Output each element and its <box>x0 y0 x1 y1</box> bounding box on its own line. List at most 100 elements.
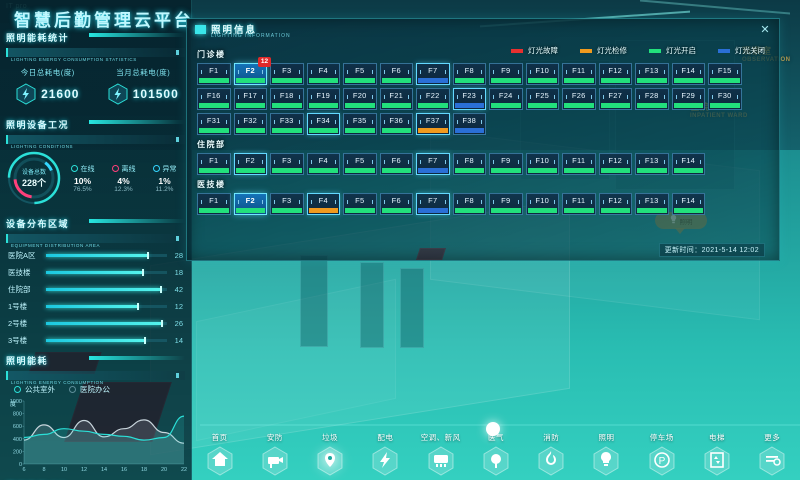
floor-cell[interactable]: F9 <box>489 63 523 85</box>
svg-text:12: 12 <box>81 467 87 473</box>
floor-cell[interactable]: F3 <box>270 193 304 215</box>
cell-tick-left <box>201 70 202 74</box>
floor-cell[interactable]: F6 <box>379 153 413 175</box>
floor-cell[interactable]: F11 <box>562 153 596 175</box>
floor-cell[interactable]: F12 <box>598 193 632 215</box>
floor-cell[interactable]: F26 <box>562 88 596 110</box>
floor-cell[interactable]: F7 <box>416 153 450 175</box>
floor-cell[interactable]: F8 <box>452 153 486 175</box>
nav-item-elevator[interactable]: 电梯 <box>693 432 741 476</box>
floor-cell[interactable]: F32 <box>233 113 267 135</box>
nav-item-camera[interactable]: 安防 <box>251 432 299 476</box>
scene-building-block <box>400 268 424 348</box>
dialog-header: 照明信息 LIGHTING INFORMATION ✕ <box>187 19 779 45</box>
nav-item-parking[interactable]: 停车场 P <box>638 432 686 476</box>
floor-cell[interactable]: F31 <box>197 113 231 135</box>
floor-cell[interactable]: F5 <box>343 193 377 215</box>
floor-cell[interactable]: F22 <box>416 88 450 110</box>
floor-status-bar <box>308 128 338 133</box>
nav-item-more[interactable]: 更多 <box>748 432 796 476</box>
nav-label: 更多 <box>764 433 781 442</box>
floor-cell[interactable]: F8 <box>452 193 486 215</box>
floor-cell[interactable]: F27 <box>598 88 632 110</box>
close-icon[interactable]: ✕ <box>760 24 770 36</box>
floor-cell[interactable]: F14 <box>671 193 705 215</box>
floor-cell[interactable]: F36 <box>379 113 413 135</box>
floor-cell[interactable]: F1 <box>197 63 231 85</box>
floor-cell[interactable]: F29 <box>671 88 705 110</box>
floor-cell[interactable]: F2 <box>233 153 267 175</box>
floor-cell[interactable]: F2 <box>233 193 267 215</box>
floor-cell[interactable]: F23 <box>452 88 486 110</box>
floor-cell[interactable]: F6 <box>379 193 413 215</box>
floor-cell[interactable]: F20 <box>343 88 377 110</box>
floor-cell[interactable]: F3 <box>270 153 304 175</box>
nav-item-bolt[interactable]: 配电 <box>361 432 409 476</box>
floor-cell[interactable]: F13 <box>635 193 669 215</box>
floor-label: F10 <box>535 156 550 165</box>
cell-tick-right <box>262 120 263 124</box>
floor-cell[interactable]: F17 <box>233 88 267 110</box>
floor-cell[interactable]: F11 <box>562 63 596 85</box>
floor-cell[interactable]: F4 <box>306 193 340 215</box>
floor-cell[interactable]: 12 F2 <box>233 57 271 85</box>
floor-label: F10 <box>535 66 550 75</box>
floor-cell[interactable]: F12 <box>598 153 632 175</box>
floor-cell[interactable]: F11 <box>562 193 596 215</box>
floor-cell[interactable]: F7 <box>416 193 450 215</box>
floor-cell[interactable]: F33 <box>270 113 304 135</box>
floor-cell[interactable]: F28 <box>635 88 669 110</box>
floor-cell[interactable]: F16 <box>197 88 231 110</box>
svg-text:10: 10 <box>61 467 67 473</box>
cell-tick-right <box>517 160 519 164</box>
floor-cell[interactable]: F5 <box>343 153 377 175</box>
floor-cell[interactable]: F14 <box>671 153 705 175</box>
floor-cell[interactable]: F21 <box>379 88 413 110</box>
floor-cell[interactable]: F13 <box>635 63 669 85</box>
floor-cell[interactable]: F10 <box>525 153 559 175</box>
radio-outdoor-public[interactable]: 公共室外 <box>14 384 55 395</box>
floor-cell[interactable]: F3 <box>270 63 304 85</box>
nav-item-home[interactable]: 首页 <box>196 432 244 476</box>
nav-item-fire[interactable]: 消防 <box>527 432 575 476</box>
floor-cell[interactable]: F7 <box>416 63 450 85</box>
floor-cell[interactable]: F5 <box>343 63 377 85</box>
cell-tick-right <box>590 95 592 99</box>
floor-cell[interactable]: F38 <box>452 113 486 135</box>
floor-cell[interactable]: F35 <box>343 113 377 135</box>
nav-item-gas[interactable]: 医气 <box>472 432 520 476</box>
floor-cell[interactable]: F8 <box>452 63 486 85</box>
floor-cell[interactable]: F4 <box>306 63 340 85</box>
radio-hospital-office[interactable]: 医院办公 <box>69 384 110 395</box>
floor-label: F7 <box>428 196 438 205</box>
floor-cell[interactable]: F9 <box>489 153 523 175</box>
floor-cell[interactable]: F37 <box>416 113 450 135</box>
floor-cell[interactable]: F25 <box>525 88 559 110</box>
floor-label: F11 <box>572 66 586 75</box>
floor-cell[interactable]: F34 <box>306 113 340 135</box>
floor-cell[interactable]: F30 <box>708 88 742 110</box>
floor-cell[interactable]: F24 <box>489 88 523 110</box>
floor-cell[interactable]: F6 <box>379 63 413 85</box>
floor-cell[interactable]: F14 <box>671 63 705 85</box>
nav-item-trash[interactable]: 垃圾 <box>306 432 354 476</box>
svg-text:200: 200 <box>13 449 22 455</box>
floor-status-bar <box>454 103 484 108</box>
floor-cell[interactable]: F10 <box>525 193 559 215</box>
floor-cell[interactable]: F9 <box>489 193 523 215</box>
floor-cell[interactable]: F4 <box>306 153 340 175</box>
nav-label: 配电 <box>377 433 394 442</box>
floor-label: F14 <box>681 196 696 205</box>
nav-item-ac[interactable]: 空调、新风 <box>417 432 465 476</box>
floor-cell[interactable]: F1 <box>197 193 231 215</box>
floor-cell[interactable]: F19 <box>306 88 340 110</box>
nav-item-bulb[interactable]: 照明 <box>582 432 630 476</box>
floor-cell[interactable]: F18 <box>270 88 304 110</box>
status-label: 在线 <box>80 165 95 173</box>
floor-cell[interactable]: F10 <box>525 63 559 85</box>
floor-cell[interactable]: F12 <box>598 63 632 85</box>
floor-cell[interactable]: F15 <box>708 63 742 85</box>
floor-cell[interactable]: F13 <box>635 153 669 175</box>
floor-status-bar <box>345 78 375 83</box>
floor-cell[interactable]: F1 <box>197 153 231 175</box>
